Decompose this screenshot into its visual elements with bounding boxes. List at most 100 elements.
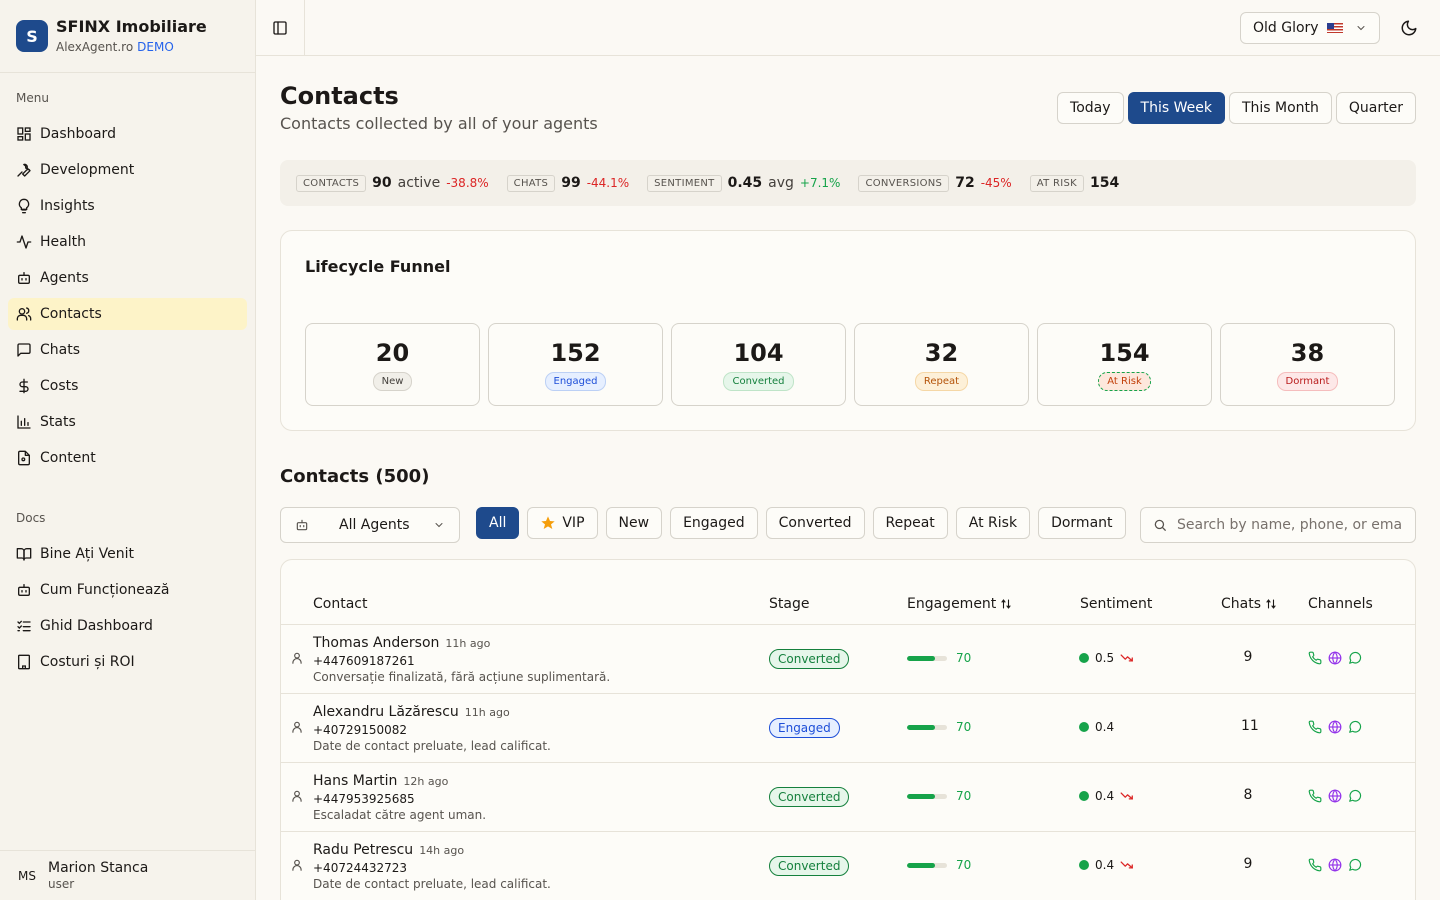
brand-header[interactable]: S SFINX Imobiliare AlexAgent.ro DEMO <box>0 0 255 73</box>
contact-name[interactable]: Hans Martin <box>313 773 398 789</box>
column-contact: Contact <box>313 596 368 612</box>
sidebar-item-ghid-dashboard[interactable]: Ghid Dashboard <box>8 610 247 642</box>
contacts-title: Contacts (500) <box>280 466 430 487</box>
sidebar-item-costuri-si-roi[interactable]: Costuri și ROI <box>8 646 247 678</box>
search-input[interactable] <box>1177 517 1403 533</box>
sidebar-item-health[interactable]: Health <box>8 226 247 258</box>
globe-icon[interactable] <box>1328 651 1342 665</box>
sidebar-item-bine-ati-venit[interactable]: Bine Ați Venit <box>8 538 247 570</box>
filter-chip-at-risk[interactable]: At Risk <box>955 507 1031 539</box>
sidebar-item-chats[interactable]: Chats <box>8 334 247 366</box>
sidebar-item-label: Development <box>40 162 135 178</box>
lifecycle-funnel-card: Lifecycle Funnel 20 New 152 Engaged 104 Conve… <box>280 230 1416 431</box>
sidebar-item-insights[interactable]: Insights <box>8 190 247 222</box>
avatar: MS <box>18 868 36 883</box>
contact-name[interactable]: Thomas Anderson <box>313 635 440 651</box>
stage-badge: Converted <box>723 372 794 391</box>
brand-select[interactable]: Old Glory <box>1240 12 1380 44</box>
sidebar-item-development[interactable]: Development <box>8 154 247 186</box>
sentiment-value: 0.4 <box>1095 720 1115 734</box>
funnel-stage-repeat[interactable]: 32 Repeat <box>854 323 1029 406</box>
filter-chip-repeat[interactable]: Repeat <box>872 507 948 539</box>
filter-chip-new[interactable]: New <box>605 507 663 539</box>
whatsapp-icon[interactable] <box>1348 720 1362 734</box>
contact-name[interactable]: Alexandru Lăzărescu <box>313 704 459 720</box>
funnel-stage-engaged[interactable]: 152 Engaged <box>488 323 663 406</box>
filter-chip-label: Converted <box>778 515 852 531</box>
user-name: Marion Stanca <box>48 859 149 876</box>
kpi-unit: avg <box>768 175 794 191</box>
table-row[interactable]: Hans Martin 12h ago +447953925685 Escaladat… <box>281 763 1415 832</box>
filter-chip-vip[interactable]: VIP <box>527 507 598 539</box>
sidebar-item-costs[interactable]: Costs <box>8 370 247 402</box>
sidebar-item-content[interactable]: Content <box>8 442 247 474</box>
funnel-stage-converted[interactable]: 104 Converted <box>671 323 846 406</box>
phone-icon[interactable] <box>1308 789 1322 803</box>
table-row[interactable]: Thomas Anderson 11h ago +447609187261 Conve… <box>281 625 1415 694</box>
sidebar-item-dashboard[interactable]: Dashboard <box>8 118 247 150</box>
whatsapp-icon[interactable] <box>1348 858 1362 872</box>
engagement-bar-fill <box>907 724 935 730</box>
column-engagement[interactable]: Engagement <box>907 596 1012 612</box>
tab-this-month[interactable]: This Month <box>1228 92 1332 124</box>
sidebar-toggle-button[interactable] <box>256 0 305 56</box>
column-chats[interactable]: Chats <box>1221 596 1277 612</box>
whatsapp-icon[interactable] <box>1348 651 1362 665</box>
person-icon <box>292 790 302 802</box>
filter-chip-all[interactable]: All <box>476 507 520 539</box>
sidebar-item-cum-functioneaza[interactable]: Cum Funcționează <box>8 574 247 606</box>
filter-chip-converted[interactable]: Converted <box>765 507 865 539</box>
trend-down-icon <box>1120 654 1133 662</box>
table-row[interactable]: Radu Petrescu 14h ago +40724432723 Date de … <box>281 832 1415 900</box>
filter-chip-label: Engaged <box>683 515 745 531</box>
contact-phone: +40729150082 <box>313 723 408 737</box>
contact-last-seen: 11h ago <box>464 706 510 719</box>
globe-icon[interactable] <box>1328 858 1342 872</box>
contact-phone: +447609187261 <box>313 654 415 668</box>
sidebar-item-stats[interactable]: Stats <box>8 406 247 438</box>
stage-badge: At Risk <box>1098 372 1151 391</box>
docs-section-label: Docs <box>16 511 46 525</box>
tab-quarter[interactable]: Quarter <box>1335 92 1416 124</box>
kpi-chats: CHATS 99 -44.1% <box>506 174 629 192</box>
sidebar-item-label: Chats <box>40 342 81 358</box>
phone-icon[interactable] <box>1308 651 1322 665</box>
agent-filter-value: All Agents <box>339 517 410 533</box>
filter-chip-dormant[interactable]: Dormant <box>1038 507 1126 539</box>
moon-icon[interactable] <box>1400 19 1418 37</box>
globe-icon[interactable] <box>1328 789 1342 803</box>
sidebar-item-contacts[interactable]: Contacts <box>8 298 247 330</box>
funnel-stage-dormant[interactable]: 38 Dormant <box>1220 323 1395 406</box>
tab-this-week[interactable]: This Week <box>1127 92 1225 124</box>
sidebar: S SFINX Imobiliare AlexAgent.ro DEMO Menu… <box>0 0 256 900</box>
contact-name[interactable]: Radu Petrescu <box>313 842 414 858</box>
filter-row: All Agents All VIP New Engaged Converted Repe… <box>280 506 1416 544</box>
trend-down-icon <box>1120 861 1133 869</box>
sidebar-item-agents[interactable]: Agents <box>8 262 247 294</box>
funnel-stage-new[interactable]: 20 New <box>305 323 480 406</box>
whatsapp-icon[interactable] <box>1348 789 1362 803</box>
globe-icon[interactable] <box>1328 720 1342 734</box>
filter-chip-engaged[interactable]: Engaged <box>670 507 758 539</box>
stage-badge: Converted <box>769 649 850 669</box>
agent-filter-select[interactable]: All Agents <box>280 507 460 543</box>
person-icon <box>292 652 302 664</box>
brand-logo: S <box>16 20 48 52</box>
table-header: Contact Stage Engagement Sentiment Chats… <box>281 560 1415 625</box>
funnel-stage-at-risk[interactable]: 154 At Risk <box>1037 323 1212 406</box>
filter-chip-label: VIP <box>562 515 585 531</box>
funnel-count: 20 <box>375 339 410 367</box>
page-subtitle: Contacts collected by all of your agents <box>280 114 598 133</box>
user-profile[interactable]: MS Marion Stanca user <box>0 850 256 900</box>
tab-today[interactable]: Today <box>1057 92 1124 124</box>
panel-left-icon <box>273 21 287 35</box>
engagement-bar <box>907 724 947 730</box>
table-row[interactable]: Alexandru Lăzărescu 11h ago +40729150082 Da… <box>281 694 1415 763</box>
contact-phone: +447953925685 <box>313 792 415 806</box>
engagement-meter: 70 <box>907 651 971 665</box>
sort-icon <box>1001 599 1011 609</box>
phone-icon[interactable] <box>1308 720 1322 734</box>
contact-last-seen: 12h ago <box>403 775 449 788</box>
phone-icon[interactable] <box>1308 858 1322 872</box>
search-box[interactable] <box>1140 507 1416 543</box>
